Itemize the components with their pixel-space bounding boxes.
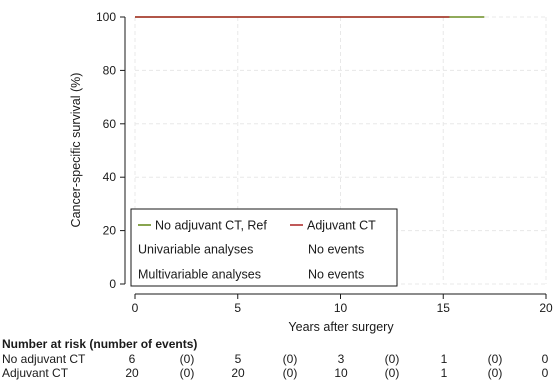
risk-cell: 20 [231, 366, 245, 380]
y-tick-label: 40 [103, 170, 117, 184]
y-tick-label: 100 [96, 10, 116, 24]
y-axis-title: Cancer-specific survival (%) [69, 73, 83, 228]
risk-cell: 10 [334, 366, 348, 380]
legend-row-value: No events [308, 243, 364, 257]
risk-cell: (0) [385, 366, 400, 380]
y-tick-label: 60 [103, 117, 117, 131]
risk-table: Number at risk (number of events)No adju… [2, 337, 549, 380]
axes: 0 20 40 60 80 100 0 5 10 15 20 [96, 10, 553, 315]
risk-cell: 5 [235, 352, 242, 366]
risk-cell: 0 [542, 366, 549, 380]
risk-cell: (0) [180, 366, 195, 380]
x-tick-label: 20 [539, 301, 553, 315]
legend-box [130, 208, 398, 287]
risk-row-label: No adjuvant CT [2, 352, 86, 366]
risk-cell: 1 [441, 366, 448, 380]
risk-cell: (0) [488, 352, 503, 366]
risk-cell: (0) [283, 352, 298, 366]
risk-cell: 3 [338, 352, 345, 366]
legend-row-label: Multivariable analyses [138, 268, 261, 282]
legend-entry-0: No adjuvant CT, Ref [155, 219, 267, 233]
risk-cell: (0) [385, 352, 400, 366]
risk-table-title: Number at risk (number of events) [2, 337, 197, 351]
x-tick-label: 10 [334, 301, 348, 315]
risk-cell: 0 [542, 352, 549, 366]
y-tick-label: 80 [103, 63, 117, 77]
y-tick-label: 20 [103, 224, 117, 238]
risk-cell: 1 [441, 352, 448, 366]
y-tick-label: 0 [109, 277, 116, 291]
x-tick-label: 0 [132, 301, 139, 315]
legend-row-label: Univariable analyses [138, 243, 253, 257]
x-axis-title: Years after surgery [288, 320, 394, 334]
x-tick-label: 5 [234, 301, 241, 315]
legend-row-value: No events [308, 268, 364, 282]
risk-cell: 20 [125, 366, 139, 380]
risk-cell: (0) [488, 366, 503, 380]
legend-entry-1: Adjuvant CT [307, 219, 376, 233]
risk-cell: 6 [129, 352, 136, 366]
risk-cell: (0) [180, 352, 195, 366]
legend: No adjuvant CT, Ref Adjuvant CT Univariabl… [130, 208, 398, 287]
risk-cell: (0) [283, 366, 298, 380]
risk-row-label: Adjuvant CT [2, 366, 69, 380]
x-tick-label: 15 [437, 301, 451, 315]
